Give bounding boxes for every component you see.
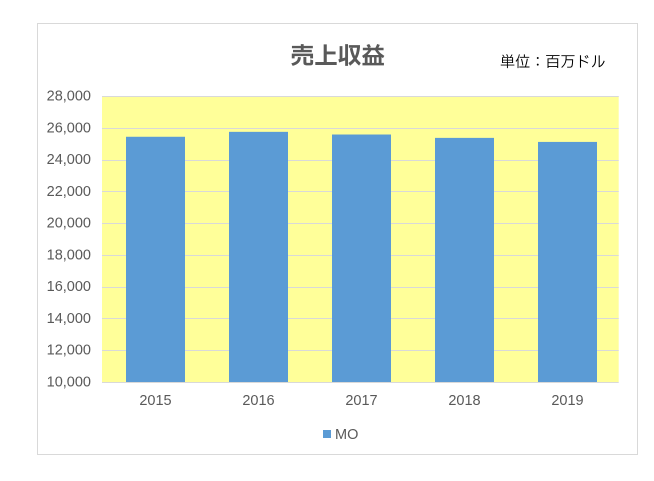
svg-text:2016: 2016: [242, 393, 274, 409]
svg-text:28,000: 28,000: [47, 89, 91, 105]
svg-text:24,000: 24,000: [47, 152, 91, 168]
svg-text:2019: 2019: [551, 393, 583, 409]
svg-text:20,000: 20,000: [47, 216, 91, 232]
svg-text:12,000: 12,000: [47, 343, 91, 359]
svg-text:26,000: 26,000: [47, 120, 91, 136]
svg-text:10,000: 10,000: [47, 375, 91, 391]
svg-text:16,000: 16,000: [47, 279, 91, 295]
svg-text:2017: 2017: [345, 393, 377, 409]
svg-text:2018: 2018: [448, 393, 480, 409]
svg-text:22,000: 22,000: [47, 184, 91, 200]
svg-text:2015: 2015: [139, 393, 171, 409]
svg-text:18,000: 18,000: [47, 247, 91, 263]
svg-text:MO: MO: [335, 427, 358, 443]
svg-text:14,000: 14,000: [47, 311, 91, 327]
